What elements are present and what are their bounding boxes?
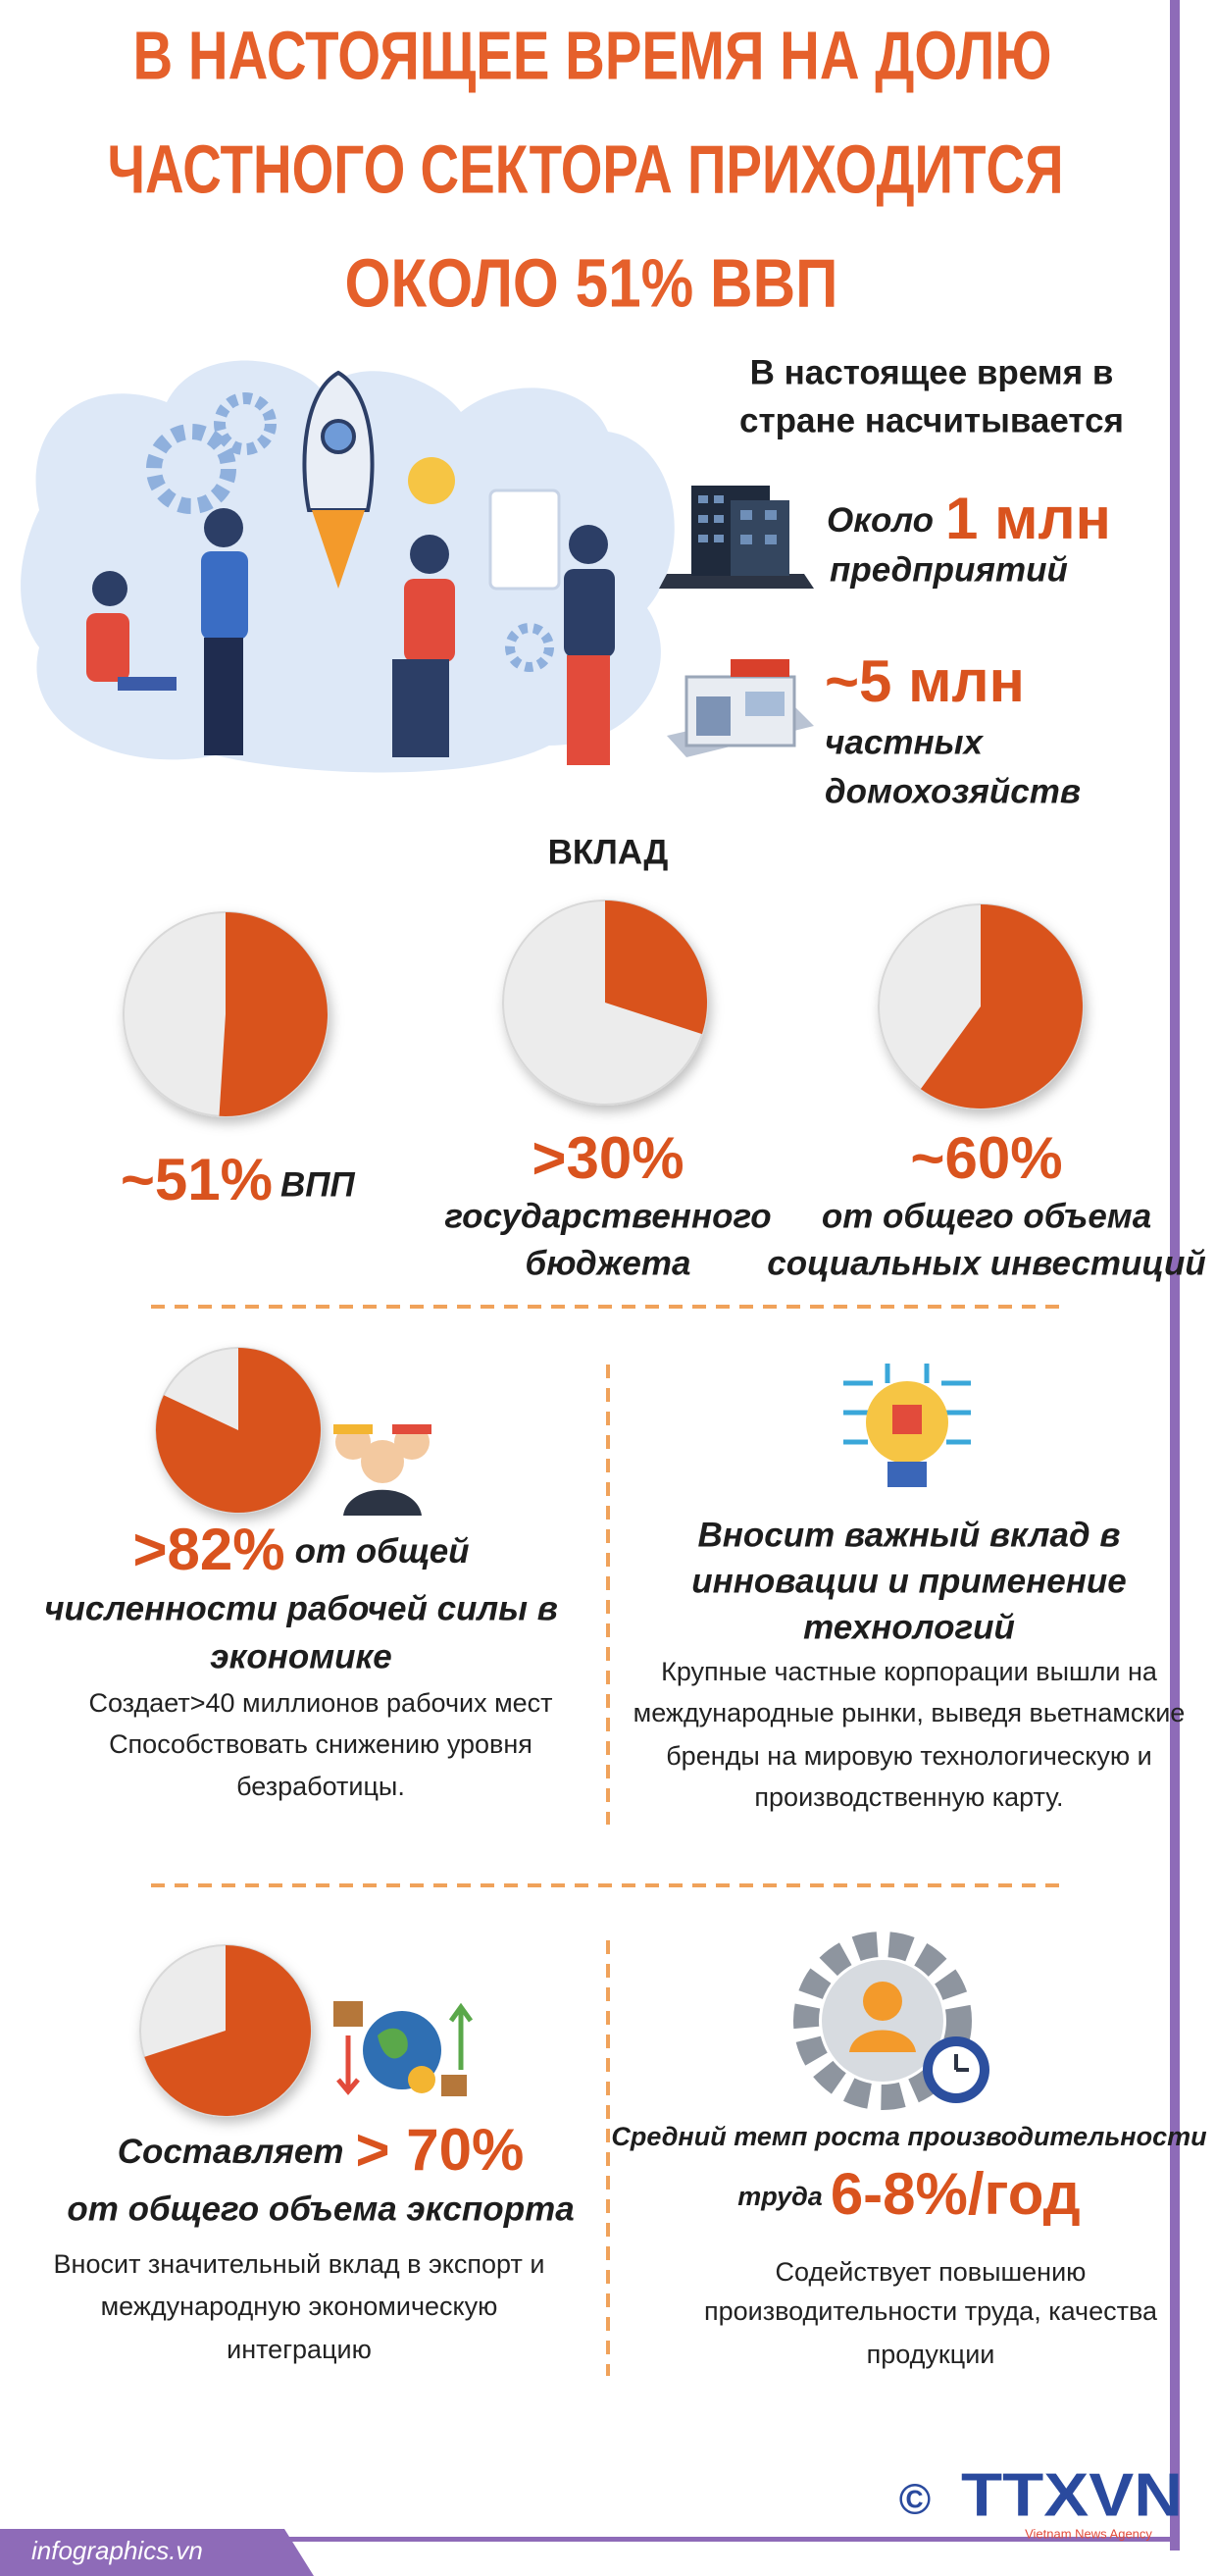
pie [139, 1944, 312, 2117]
note: Способствовать снижению уровня [109, 1729, 532, 1759]
gear-icon [793, 1932, 989, 2110]
pie-slice [156, 1348, 321, 1513]
note: Крупные частные корпорации вышли на [661, 1657, 1158, 1686]
workers-icon [333, 1424, 431, 1516]
subtitle: инновации и применение [691, 1562, 1126, 1600]
subtitle: от общего объема экспорта [67, 2190, 574, 2228]
subtitle: экономике [210, 1637, 391, 1675]
pie [502, 900, 708, 1106]
right-border [1170, 0, 1180, 2550]
source: infographics.vn [31, 2536, 203, 2565]
shop-icon [667, 659, 814, 757]
illustration [21, 360, 675, 773]
pie [878, 903, 1084, 1109]
intro-text: В настоящее время в [750, 353, 1114, 391]
productivity-line: труда 6-8%/год [737, 2161, 1080, 2227]
export-line: Составляет > 70% [118, 2117, 525, 2183]
label: частных [825, 723, 984, 761]
subtitle: Средний темп роста производительности [611, 2122, 1207, 2151]
pie [155, 1347, 322, 1514]
pie-slice [605, 901, 707, 1035]
note: продукции [867, 2340, 995, 2369]
pie-caption: бюджета [526, 1244, 691, 1282]
prefix: труда [737, 2182, 823, 2211]
export-icon [333, 2001, 474, 2096]
note: Вносит значительный вклад в экспорт и [54, 2249, 545, 2279]
value-label: >82% [132, 1517, 284, 1582]
note: производственную карту. [754, 1782, 1063, 1812]
pie-label: >30% [532, 1125, 684, 1191]
value: 1 млн [945, 486, 1111, 551]
title-line: ОКОЛО 51% ВВП [345, 244, 838, 321]
pie-caption: ВПП [280, 1165, 355, 1204]
label: предприятий [830, 550, 1068, 589]
pie-slice [219, 912, 328, 1116]
workforce-line: >82% от общей [132, 1517, 469, 1582]
note: бренды на мировую технологическую и [666, 1741, 1152, 1771]
logo: TTXVN [961, 2461, 1183, 2529]
value-label: > 70% [356, 2117, 525, 2183]
prefix: Составляет [118, 2133, 344, 2171]
subtitle: численности рабочей силы в [44, 1589, 558, 1627]
note: Создает>40 миллионов рабочих мест [88, 1688, 552, 1718]
note: интеграцию [227, 2335, 372, 2364]
note: Содействует повышению [776, 2257, 1087, 2287]
title-line: В НАСТОЯЩЕЕ ВРЕМЯ НА ДОЛЮ [133, 17, 1052, 93]
pie-slice [144, 1945, 311, 2116]
note: международные рынки, выведя вьетнамские [633, 1698, 1186, 1727]
pie-slice [920, 904, 1084, 1108]
pie [123, 911, 329, 1117]
subtitle: технологий [803, 1608, 1015, 1646]
bottom-border [0, 2537, 1180, 2542]
note: производительности труда, качества [704, 2296, 1158, 2326]
building-icon [659, 486, 814, 589]
title-line: ЧАСТНОГО СЕКТОРА ПРИХОДИТСЯ [108, 130, 1064, 207]
pies [123, 900, 1084, 2117]
pie-caption: социальных инвестиций [767, 1244, 1206, 1282]
label: домохозяйств [825, 772, 1081, 810]
note: безработицы. [236, 1772, 405, 1801]
pie-caption: государственного [444, 1197, 771, 1235]
subtitle: Вносит важный вклад в [697, 1516, 1120, 1554]
enterprises-line: Около 1 млн [827, 486, 1111, 551]
suffix: от общей [295, 1532, 470, 1571]
section-title: ВКЛАД [548, 833, 669, 871]
pie-label: ~60% [910, 1125, 1062, 1191]
source-band [0, 2529, 314, 2576]
value-label: 6-8%/год [831, 2161, 1081, 2227]
note: международную экономическую [101, 2292, 498, 2321]
pie-caption: от общего объема [822, 1197, 1151, 1235]
value: ~5 млн [825, 648, 1025, 714]
intro-text: стране насчитывается [739, 401, 1124, 439]
pie-label: ~51% [121, 1147, 273, 1212]
bulb-icon [843, 1364, 971, 1487]
copyright: © [899, 2476, 931, 2524]
prefix: Около [827, 501, 934, 540]
logo-sub: Vietnam News Agency [1025, 2526, 1152, 2541]
